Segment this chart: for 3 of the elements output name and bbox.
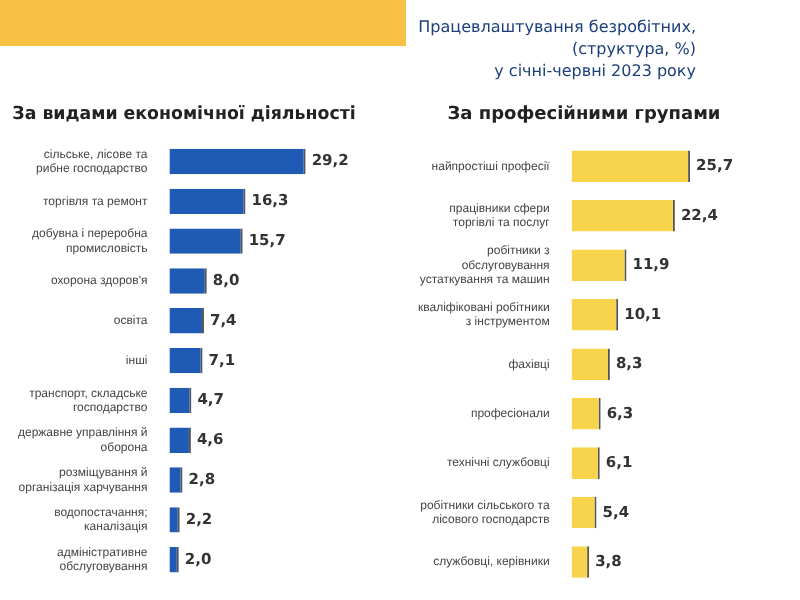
chart-title: За видами економічної діяльності <box>12 105 356 126</box>
chart-title: За професійними групами <box>447 105 721 126</box>
text: Працевлаштування безробітних, (структура, %) у січні-червні 2023 року <box>418 16 696 82</box>
